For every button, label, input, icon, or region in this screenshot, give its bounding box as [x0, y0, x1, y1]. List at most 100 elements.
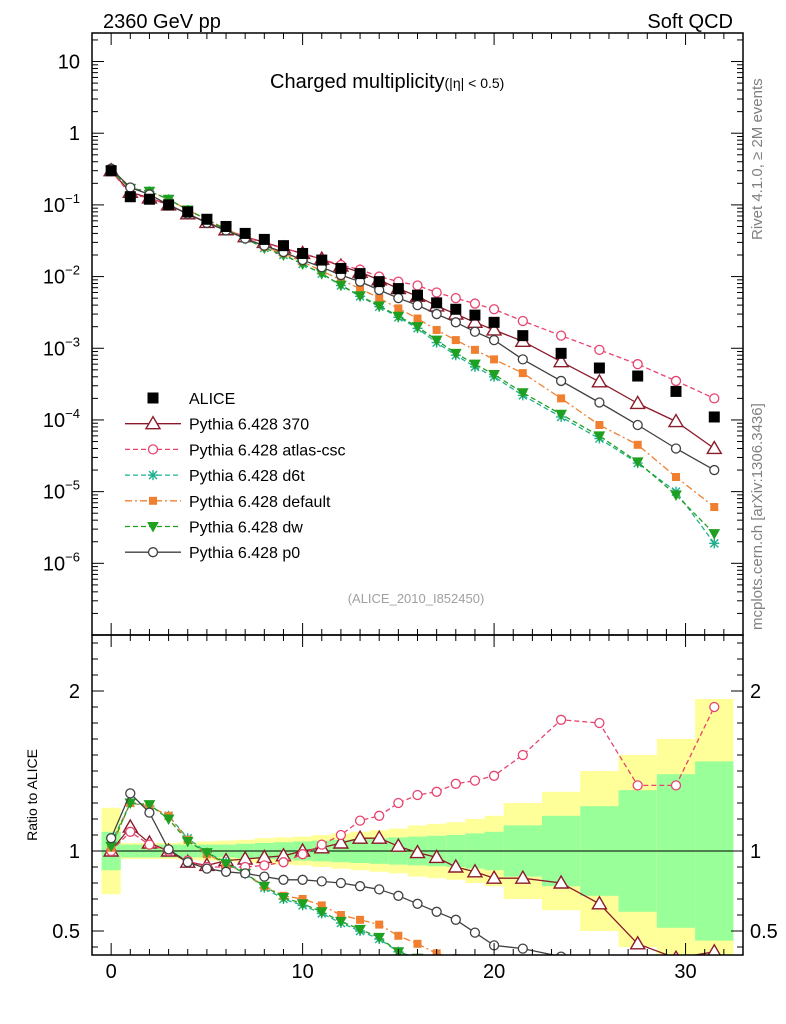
data-point	[518, 369, 527, 378]
legend: ALICE Pythia 6.428 370 Pythia 6.428 atlas-…	[125, 391, 346, 562]
ratio-point	[181, 836, 194, 848]
data-point	[316, 254, 328, 266]
ratio-point	[336, 911, 345, 919]
ratio-point	[354, 815, 366, 826]
ratio-point	[594, 991, 604, 1000]
ratio-line	[110, 802, 410, 955]
data-point	[277, 240, 289, 252]
data-point	[413, 314, 422, 323]
analysis-id-label: (ALICE_2010_I852450)	[348, 591, 485, 606]
data-point	[632, 359, 643, 370]
data-point	[412, 299, 423, 311]
ratio-point	[125, 788, 136, 799]
data-point	[373, 301, 386, 312]
data-point	[629, 395, 646, 410]
chart-title-suffix: (|η| < 0.5)	[445, 75, 505, 91]
ratio-point	[470, 970, 480, 979]
ratio-point	[672, 991, 680, 999]
y-tick-base: 10	[43, 482, 65, 504]
data-point	[631, 457, 644, 468]
ratio-point	[470, 969, 480, 979]
data-point	[201, 213, 213, 225]
y-tick-label: 10−4	[43, 406, 80, 432]
ratio-point	[278, 857, 289, 868]
ratio-point	[296, 899, 309, 910]
data-point	[469, 326, 481, 337]
ratio-point	[672, 949, 680, 955]
y-tick-base: 10	[43, 553, 65, 575]
ratio-point	[450, 778, 461, 789]
data-point	[670, 490, 682, 501]
data-point	[633, 440, 642, 449]
data-point	[517, 354, 528, 365]
data-point	[708, 529, 721, 540]
data-point	[182, 206, 194, 218]
ratio-point	[298, 895, 307, 903]
ratio-point	[671, 997, 681, 1006]
ratio-point	[124, 798, 137, 810]
ratio-y-tick-label-right: 0.5	[750, 921, 778, 943]
ratio-point	[709, 701, 720, 713]
legend-label: Pythia 6.428 dw	[189, 520, 303, 537]
ratio-point	[595, 983, 603, 991]
legend-marker	[147, 547, 159, 558]
ratio-point	[634, 988, 642, 996]
data-point	[557, 394, 566, 403]
ratio-axes: 0.5 0.51 12 20 10 20 30	[52, 635, 778, 983]
y-tick-label: 10	[58, 52, 80, 74]
y-tick-label: 1	[69, 123, 80, 145]
data-point	[450, 293, 461, 304]
ratio-point	[354, 924, 366, 936]
legend-marker	[147, 444, 159, 455]
x-tick-label: 20	[483, 961, 505, 983]
data-point	[411, 322, 424, 333]
series-2	[105, 165, 720, 404]
ratio-y-tick-label-right: 2	[750, 681, 761, 703]
ratio-point	[409, 844, 426, 859]
ratio-point	[485, 869, 503, 884]
data-point	[555, 375, 567, 387]
ratio-point	[143, 800, 156, 811]
data-point	[667, 413, 685, 428]
data-point	[710, 503, 719, 512]
data-point	[335, 262, 347, 274]
ratio-point	[144, 839, 155, 850]
ratio-point	[556, 951, 566, 955]
ratio-point	[240, 868, 251, 879]
y-tick-label: 10−3	[43, 334, 80, 360]
y-tick-label: 10−2	[43, 263, 80, 289]
ratio-point	[633, 962, 642, 971]
y-tick-exponent: −2	[65, 263, 80, 278]
ratio-point	[375, 920, 384, 929]
x-tick-label: 30	[674, 961, 696, 983]
ratio-point	[707, 943, 722, 955]
data-point	[470, 345, 479, 354]
ratio-point	[517, 943, 528, 954]
data-point	[297, 247, 309, 259]
data-point	[449, 348, 462, 360]
ratio-point	[297, 849, 308, 860]
data-point	[469, 298, 481, 309]
series-alice	[105, 165, 720, 423]
ratio-point	[710, 994, 718, 1002]
ratio-point	[259, 860, 270, 871]
category-label: Soft QCD	[647, 11, 733, 33]
data-point	[517, 330, 529, 342]
ratio-point	[670, 780, 682, 791]
ratio-point	[594, 717, 605, 729]
chart-title-main: Charged multiplicity	[270, 71, 445, 93]
data-point	[488, 334, 500, 346]
ratio-point	[316, 876, 327, 887]
data-point	[670, 443, 682, 454]
data-point	[105, 165, 117, 177]
data-point	[432, 325, 441, 334]
ratio-point	[374, 884, 385, 895]
data-point	[593, 362, 605, 374]
data-point	[708, 411, 720, 423]
ratio-point	[393, 890, 404, 901]
ratio-point	[370, 829, 388, 844]
y-tick-label: 10−1	[43, 191, 80, 217]
data-point	[392, 283, 404, 295]
ratio-point	[335, 877, 347, 889]
